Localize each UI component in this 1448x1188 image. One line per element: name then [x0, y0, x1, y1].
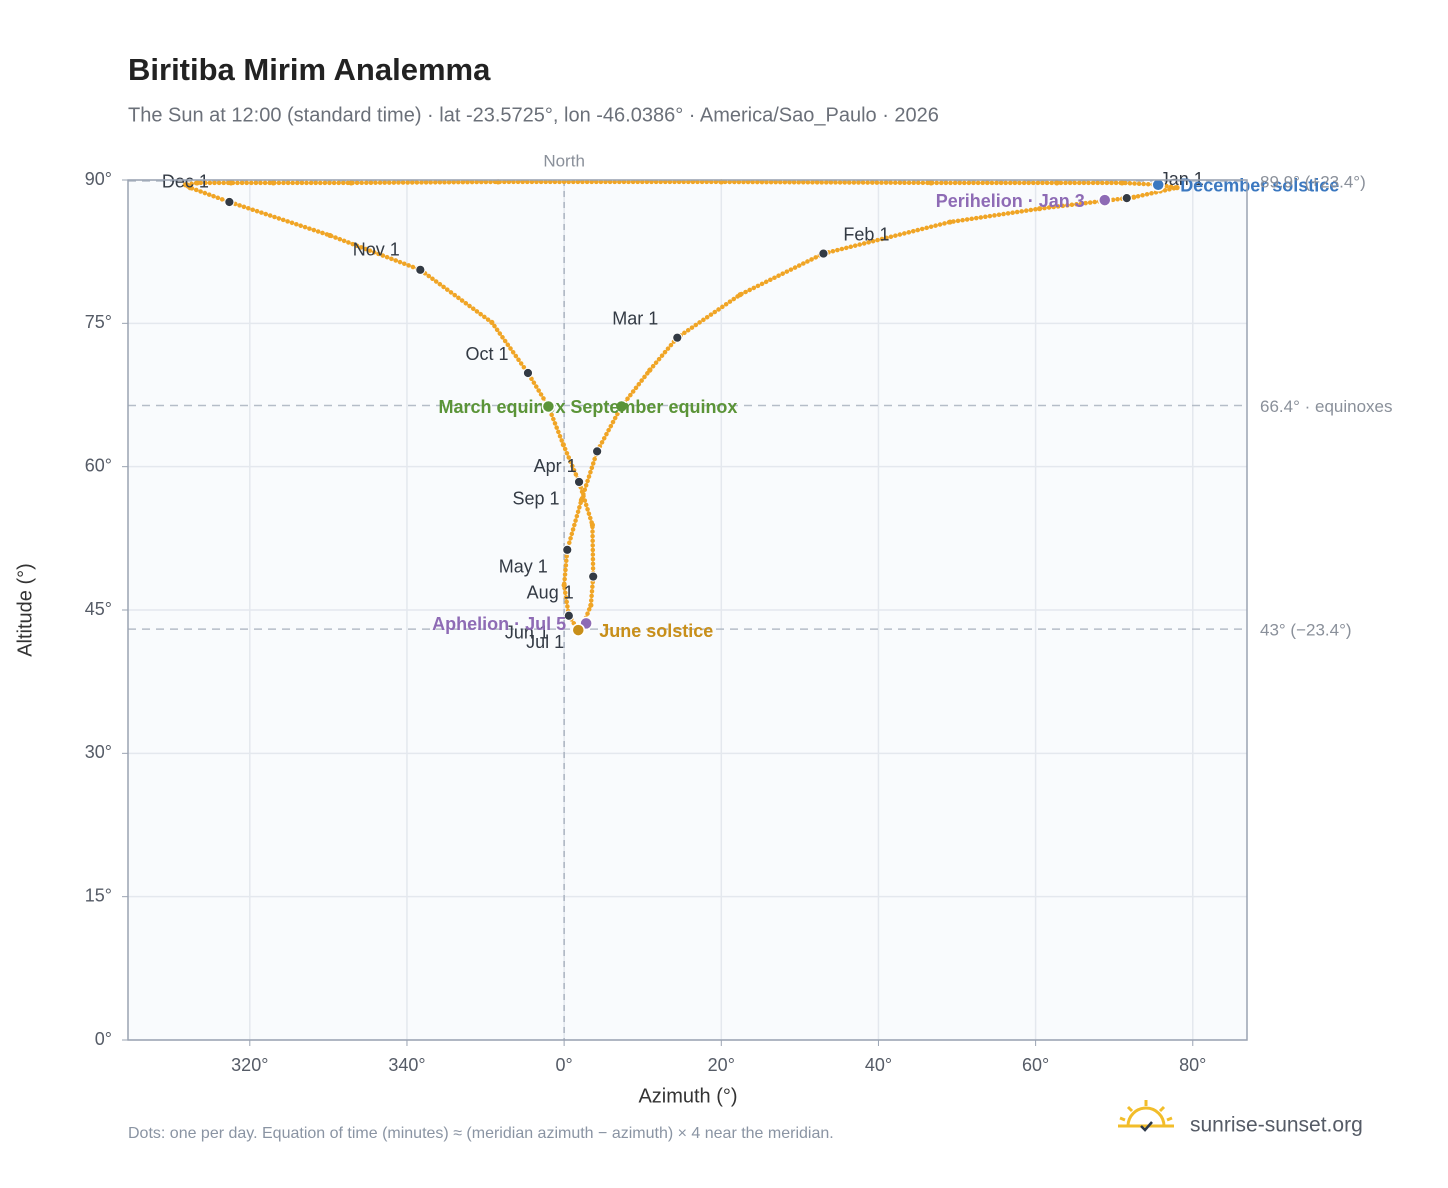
month-marker — [522, 367, 534, 379]
day-dot — [737, 292, 743, 298]
event-label: March equinox — [438, 397, 565, 417]
day-dot — [647, 367, 653, 373]
x-tick-label: 0° — [556, 1055, 573, 1075]
month-marker — [562, 544, 573, 555]
day-dot — [182, 182, 188, 188]
y-axis-label: Altitude (°) — [14, 563, 36, 657]
day-dot — [1131, 194, 1137, 200]
x-tick-label: 20° — [708, 1055, 735, 1075]
month-marker — [588, 571, 599, 582]
day-dot — [194, 180, 200, 186]
event-label: Perihelion · Jan 3 — [936, 191, 1085, 211]
x-tick-label: 80° — [1179, 1055, 1206, 1075]
reference-label: 66.4° · equinoxes — [1260, 397, 1393, 416]
month-marker — [818, 248, 829, 259]
x-axis-label: Azimuth (°) — [638, 1085, 737, 1107]
day-dot — [187, 185, 193, 191]
day-dot — [947, 219, 953, 225]
day-dot — [327, 232, 333, 239]
month-marker — [1121, 193, 1132, 204]
month-marker — [415, 264, 426, 275]
chart-title: Biritiba Mirim Analemma — [128, 52, 491, 87]
event-marker — [541, 399, 556, 414]
x-tick-label: 60° — [1022, 1055, 1049, 1075]
analemma-path — [178, 179, 1178, 634]
y-tick-label: 30° — [85, 742, 112, 762]
day-dot — [560, 442, 566, 448]
day-dot — [489, 319, 495, 325]
month-label: Dec 1 — [162, 172, 209, 192]
event-label: Aphelion · Jul 5 — [432, 614, 566, 634]
reference-label: 43° (−23.4°) — [1260, 621, 1352, 640]
month-label: Apr 1 — [534, 456, 577, 476]
month-label: Oct 1 — [465, 344, 508, 364]
y-tick-label: 90° — [85, 169, 112, 189]
event-marker — [614, 399, 629, 414]
x-tick-label: 40° — [865, 1055, 892, 1075]
brand-name: sunrise-sunset.org — [1190, 1114, 1363, 1137]
day-dot — [228, 180, 234, 186]
day-dot — [1054, 180, 1060, 186]
day-dot — [348, 180, 354, 186]
month-label: Nov 1 — [353, 240, 400, 260]
day-dot — [578, 497, 585, 503]
month-label: Sep 1 — [513, 489, 560, 509]
month-marker — [563, 610, 574, 621]
day-dot — [561, 582, 567, 588]
event-label: September equinox — [570, 397, 737, 417]
reference-label: 89.9° (+23.4°) — [1260, 172, 1366, 191]
north-label: North — [543, 151, 585, 170]
month-label: Feb 1 — [843, 224, 889, 244]
day-dot — [270, 180, 276, 186]
footnote: Dots: one per day. Equation of time (min… — [128, 1125, 834, 1142]
y-tick-label: 60° — [85, 455, 112, 475]
y-tick-label: 75° — [85, 312, 112, 332]
month-label: Jan 1 — [1160, 169, 1204, 189]
event-marker — [571, 623, 586, 637]
day-dot — [928, 180, 934, 186]
month-marker — [592, 446, 603, 457]
month-marker — [672, 332, 683, 343]
brand-logo — [1118, 1100, 1174, 1132]
day-dot — [1119, 180, 1125, 186]
month-label: May 1 — [499, 557, 548, 577]
month-label: Jul 1 — [526, 632, 564, 652]
chart-subtitle: The Sun at 12:00 (standard time) · lat -… — [128, 104, 939, 126]
month-marker — [224, 196, 235, 208]
y-tick-label: 45° — [85, 599, 112, 619]
day-dot — [589, 522, 596, 528]
y-tick-label: 15° — [85, 885, 112, 905]
event-marker — [1151, 178, 1165, 192]
month-label: Mar 1 — [612, 308, 658, 328]
x-tick-label: 320° — [231, 1055, 268, 1075]
day-dot — [588, 602, 594, 608]
day-dot — [1036, 206, 1043, 212]
event-label: June solstice — [599, 621, 713, 641]
month-label: Jun 1 — [505, 622, 549, 642]
x-tick-label: 340° — [388, 1055, 425, 1075]
y-tick-label: 0° — [95, 1029, 112, 1049]
day-dot — [1174, 185, 1180, 191]
month-label: Aug 1 — [527, 582, 574, 602]
event-marker — [1098, 193, 1112, 207]
month-marker — [573, 476, 585, 488]
